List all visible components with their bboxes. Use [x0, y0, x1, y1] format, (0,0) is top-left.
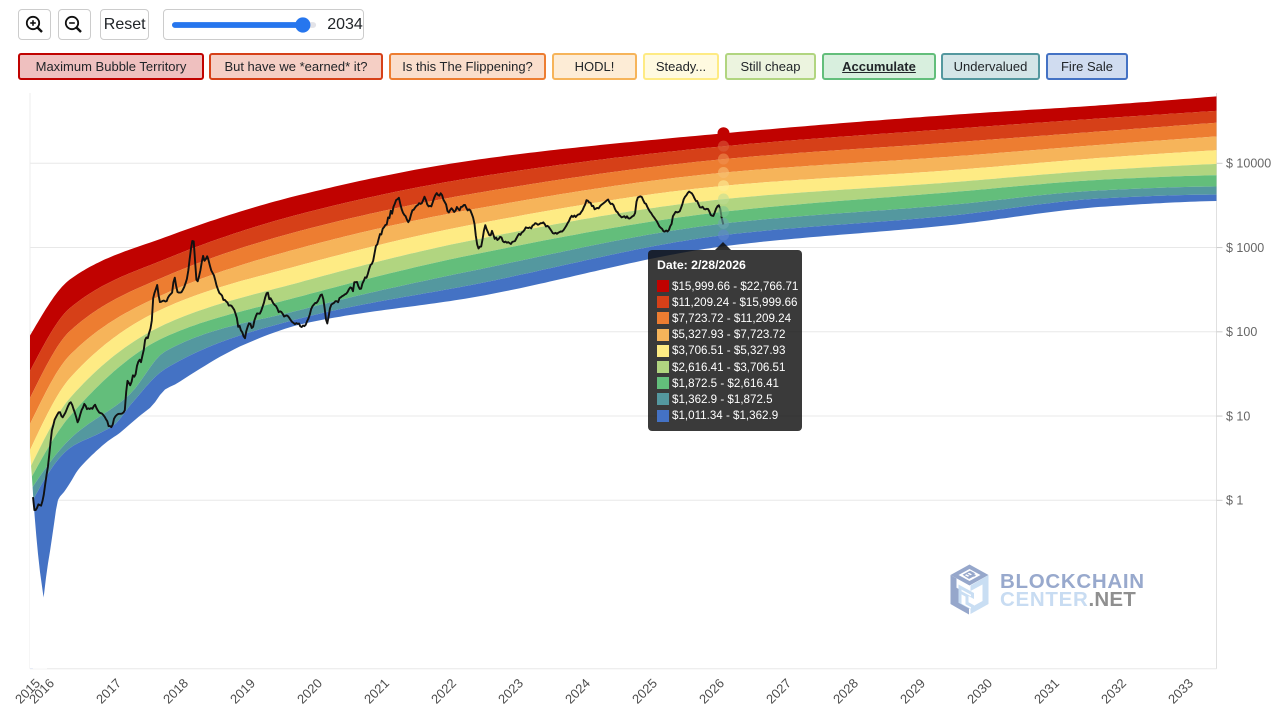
- svg-text:$ 10000: $ 10000: [1226, 157, 1271, 171]
- svg-text:2025: 2025: [629, 676, 660, 707]
- svg-text:2022: 2022: [428, 676, 459, 707]
- svg-text:2020: 2020: [294, 676, 325, 707]
- svg-text:2018: 2018: [160, 676, 191, 707]
- svg-text:2029: 2029: [897, 676, 928, 707]
- svg-text:2024: 2024: [562, 676, 593, 707]
- svg-text:2030: 2030: [964, 676, 995, 707]
- svg-text:2033: 2033: [1165, 676, 1196, 707]
- svg-text:2023: 2023: [495, 676, 526, 707]
- svg-text:$ 1000: $ 1000: [1226, 241, 1264, 255]
- svg-text:$ 1: $ 1: [1226, 494, 1243, 508]
- svg-text:$ 10: $ 10: [1226, 409, 1250, 423]
- svg-text:2017: 2017: [93, 676, 124, 707]
- svg-text:2019: 2019: [227, 676, 258, 707]
- svg-text:2027: 2027: [763, 676, 794, 707]
- svg-text:$ 100: $ 100: [1226, 325, 1257, 339]
- svg-text:2021: 2021: [361, 676, 392, 707]
- svg-text:2028: 2028: [830, 676, 861, 707]
- svg-text:2032: 2032: [1098, 676, 1129, 707]
- svg-text:2026: 2026: [696, 676, 727, 707]
- svg-text:2031: 2031: [1031, 676, 1062, 707]
